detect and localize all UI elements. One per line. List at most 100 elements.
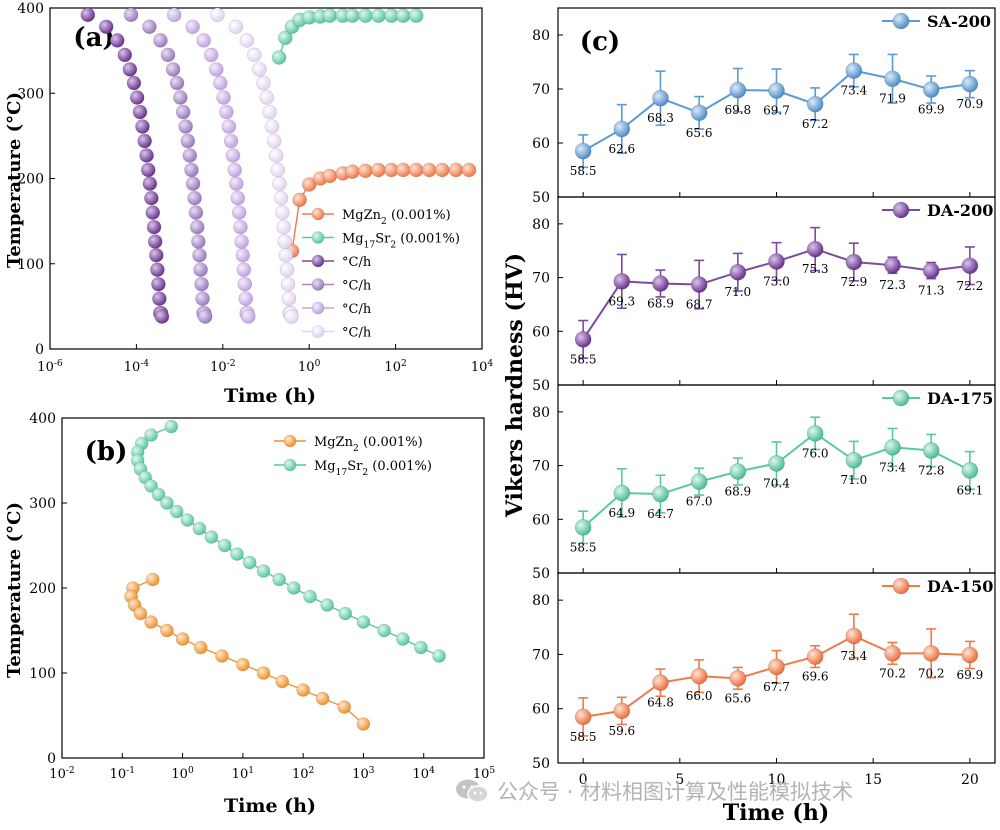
- panel-a-point: [259, 90, 275, 105]
- wechat-icon: [456, 779, 489, 803]
- panel-a-point: [154, 309, 170, 324]
- panel-c-point: [729, 670, 747, 687]
- panel-a-point: [142, 176, 158, 191]
- panel-c-ytick-label: 70: [532, 271, 550, 287]
- panel-a-point: [292, 192, 307, 208]
- panel-c-data-label: 72.8: [918, 464, 945, 478]
- panel-b-xlabel: Time (h): [224, 795, 316, 817]
- panel-a-point: [194, 276, 209, 292]
- panel-c-point: [613, 484, 631, 502]
- panel-c: (c)Vikers hardness (HV)Time (h)506070805…: [502, 7, 996, 826]
- panel-a-point: [227, 162, 242, 178]
- panel-a-point: [408, 8, 424, 23]
- panel-b-xtick-label: 104: [413, 766, 436, 782]
- panel-a-point: [80, 7, 96, 23]
- panel-a-point: [247, 47, 262, 63]
- panel-c-data-label: 58.5: [570, 164, 597, 178]
- panel-a-point: [219, 104, 234, 120]
- panel-c-point: [690, 473, 708, 490]
- panel-a-point: [208, 62, 224, 77]
- panel-a-point: [225, 148, 241, 163]
- panel-a-point: [191, 234, 206, 249]
- panel-b-point: [169, 504, 184, 519]
- panel-c-data-label: 69.6: [802, 670, 829, 684]
- panel-a: 100 200 300 400 010-6 10-4 10-2 100 102 104 Time (…: [4, 1, 493, 407]
- panel-a-point: [216, 90, 231, 105]
- panel-a-point: [270, 162, 286, 178]
- panel-c-data-label: 72.3: [879, 278, 906, 292]
- panel-c-point: [613, 273, 631, 290]
- panel-b-point: [144, 479, 158, 493]
- panel-b-point: [144, 615, 158, 629]
- panel-b-xtick-label: 10-2: [49, 766, 74, 782]
- panel-a-point: [122, 62, 138, 77]
- panel-c-point: [922, 81, 940, 98]
- panel-a-point: [98, 19, 114, 35]
- panel-a-legend-marker: [311, 254, 325, 268]
- panel-c-legend: DA-175: [882, 389, 993, 408]
- panel-b-xtick-label: 103: [352, 766, 375, 782]
- panel-c-data-label: 69.3: [608, 294, 635, 308]
- panel-c-data-label: 69.7: [763, 104, 790, 118]
- panel-c-ytick-label: 70: [532, 647, 550, 663]
- panel-c-point: [922, 442, 940, 459]
- panel-b-series: [130, 419, 446, 663]
- panel-c-point: [574, 142, 592, 160]
- panel-c-data-label: 58.5: [570, 352, 597, 366]
- panel-c-data-label: 70.2: [879, 666, 906, 680]
- panel-a-point: [178, 119, 193, 134]
- panel-a-legend-label: MgZn2 (0.001%): [342, 208, 451, 227]
- panel-b-ytick-label: 0: [47, 751, 56, 767]
- panel-a-point: [230, 190, 246, 206]
- panel-a-point: [117, 47, 133, 63]
- panel-a-point: [210, 7, 225, 23]
- panel-c-point: [574, 519, 592, 536]
- panel-b-xtick-label: 102: [292, 766, 314, 782]
- panel-c-data-label: 64.9: [608, 506, 635, 520]
- panel-c-point: [845, 62, 863, 79]
- panel-a-legend-marker: [311, 278, 325, 291]
- panel-a-point: [193, 262, 208, 278]
- panel-a-ytick-label: 400: [17, 1, 44, 17]
- panel-c-point: [961, 75, 979, 93]
- panel-a-point: [241, 309, 256, 324]
- panel-c-point: [768, 82, 785, 99]
- panel-b-point: [204, 530, 219, 544]
- panel-a-ytick-label: 100: [17, 257, 44, 273]
- panel-c-point: [690, 104, 708, 122]
- panel-c-legend-marker: [892, 389, 910, 407]
- panel-b-point: [275, 674, 290, 689]
- panel-a-point: [395, 8, 411, 23]
- panel-a-ytick-label: 300: [17, 86, 44, 102]
- panel-c-ytick-label: 60: [532, 512, 550, 528]
- panel-a-series: [123, 7, 213, 324]
- panel-c-point: [768, 455, 785, 472]
- panel-a-point: [358, 8, 373, 23]
- panel-b-point: [256, 564, 271, 578]
- panel-c-point: [652, 485, 669, 503]
- panel-a-point: [322, 168, 338, 184]
- panel-c-data-label: 65.6: [686, 126, 713, 140]
- panel-a-series: [210, 7, 299, 324]
- panel-a-point: [144, 190, 159, 206]
- panel-c-data-label: 73.4: [840, 649, 867, 663]
- panel-a-point: [395, 162, 411, 178]
- panel-c-data-label: 58.5: [570, 730, 597, 744]
- panel-a-legend-marker: [311, 207, 325, 221]
- panel-b-point: [217, 538, 232, 553]
- panel-b-point: [133, 606, 148, 621]
- panel-c-point: [768, 658, 785, 676]
- panel-c-data-label: 71.3: [918, 284, 945, 298]
- panel-b-point: [242, 555, 257, 570]
- panel-c-ytick-label: 60: [532, 136, 550, 152]
- panel-c-point: [922, 645, 940, 662]
- panel-c-data-label: 68.9: [724, 484, 751, 498]
- panel-c-ytick-label: 50: [532, 756, 550, 772]
- panel-b-point: [337, 700, 352, 714]
- panel-b: 0 100 200 300 400 10-2 10-1 100 101 102 103 104 105 T…: [4, 411, 495, 817]
- panel-c-ytick-label: 50: [532, 190, 550, 206]
- panel-b-point: [320, 598, 334, 612]
- panel-a-point: [139, 148, 154, 163]
- panel-a-point: [184, 162, 199, 178]
- panel-a-point: [345, 8, 360, 23]
